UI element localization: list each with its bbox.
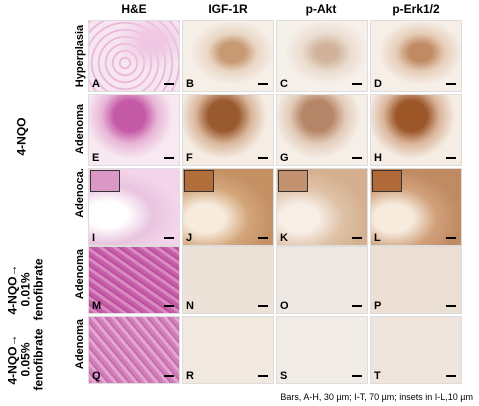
row-label-adenoca: Adenoca. [74, 168, 86, 218]
row-label-adenoma-2: Adenoma [74, 248, 86, 300]
group2-line3: fenofibrate [31, 258, 46, 321]
panel-letter-q: Q [92, 370, 101, 382]
panel-r: R [182, 316, 274, 384]
panel-l: L [370, 168, 462, 246]
panel-letter-m: M [92, 300, 102, 312]
panel-letter-j: J [186, 232, 193, 244]
scale-bar [352, 305, 362, 307]
scale-bar [258, 83, 268, 85]
panel-p: P [370, 246, 462, 314]
panel-letter-k: K [280, 232, 288, 244]
panel-letter-c: C [280, 78, 288, 90]
panel-t: T [370, 316, 462, 384]
panel-letter-i: I [92, 232, 96, 244]
col-header-pakt: p-Akt [305, 2, 337, 16]
panel-letter-n: N [186, 300, 194, 312]
inset-i [90, 170, 120, 192]
scale-bar [258, 375, 268, 377]
col-header-perk: p-Erk1/2 [392, 2, 440, 16]
panel-k: K [276, 168, 368, 246]
scale-bar [446, 83, 456, 85]
row-label-adenoma: Adenoma [74, 103, 86, 155]
scale-bar [352, 83, 362, 85]
panel-letter-g: G [280, 152, 289, 164]
scale-bar [258, 237, 268, 239]
inset-j [184, 170, 214, 192]
scale-bar [164, 375, 174, 377]
panel-letter-b: B [186, 78, 194, 90]
scale-bar [352, 157, 362, 159]
scale-bar [446, 157, 456, 159]
panel-c: C [276, 20, 368, 92]
group2-label: 4-NQO→ 0.01% fenofibrate [6, 250, 46, 330]
row-label-adenoma-3: Adenoma [74, 318, 86, 370]
group3-line3: fenofibrate [31, 328, 46, 391]
panel-g: G [276, 94, 368, 166]
panel-o: O [276, 246, 368, 314]
panel-f: F [182, 94, 274, 166]
scale-caption: Bars, A-H, 30 µm; I-T, 70 µm; insets in … [280, 392, 473, 402]
scale-bar [352, 237, 362, 239]
panel-a: A [88, 20, 180, 92]
panel-b: B [182, 20, 274, 92]
panel-letter-a: A [92, 78, 100, 90]
panel-letter-t: T [374, 370, 381, 382]
scale-bar [352, 375, 362, 377]
panel-i: I [88, 168, 180, 246]
scale-bar [446, 305, 456, 307]
group-label-4nqo: 4-NQO [14, 117, 29, 156]
scale-bar [258, 305, 268, 307]
panel-letter-f: F [186, 152, 193, 164]
panel-letter-l: L [374, 232, 381, 244]
panel-h: H [370, 94, 462, 166]
scale-bar [446, 375, 456, 377]
panel-j: J [182, 168, 274, 246]
panel-letter-p: P [374, 300, 382, 312]
panel-d: D [370, 20, 462, 92]
col-header-he: H&E [121, 2, 147, 16]
scale-bar [164, 157, 174, 159]
scale-bar [258, 157, 268, 159]
panel-letter-r: R [186, 370, 194, 382]
col-header-igf1r: IGF-1R [208, 2, 248, 16]
panel-q: Q [88, 316, 180, 384]
panel-e: E [88, 94, 180, 166]
panel-n: N [182, 246, 274, 314]
inset-k [278, 170, 308, 192]
panel-m: M [88, 246, 180, 314]
group3-label: 4-NQO→ 0.05% fenofibrate [6, 320, 46, 400]
scale-bar [164, 237, 174, 239]
inset-l [372, 170, 402, 192]
panel-s: S [276, 316, 368, 384]
scale-bar [446, 237, 456, 239]
panel-letter-d: D [374, 78, 382, 90]
panel-letter-o: O [280, 300, 289, 312]
panel-letter-e: E [92, 152, 100, 164]
scale-bar [164, 305, 174, 307]
scale-bar [164, 83, 174, 85]
panel-letter-h: H [374, 152, 382, 164]
panel-letter-s: S [280, 370, 288, 382]
row-label-hyperplasia: Hyperplasia [74, 24, 86, 88]
